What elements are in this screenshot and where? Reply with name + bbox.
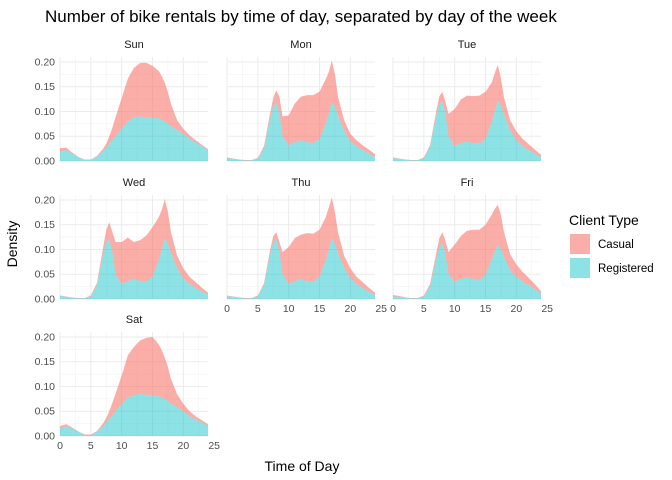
panel-strip-label: Sat (126, 314, 143, 326)
x-tick-label: 15 (147, 440, 159, 452)
x-tick-label: 5 (88, 440, 94, 452)
area-casual (60, 199, 208, 299)
x-tick-label: 20 (177, 440, 189, 452)
area-casual (227, 197, 375, 299)
y-tick-label: 0.15 (35, 81, 56, 93)
area-casual (393, 64, 541, 161)
panel-strip-label: Tue (458, 39, 477, 51)
panel-fri: Fri 0 5 10 15 20 25 (390, 177, 553, 315)
legend-swatch-registered (570, 258, 590, 278)
x-tick-label: 5 (421, 303, 427, 315)
area-registered (393, 243, 541, 299)
y-axis-title: Density (4, 221, 20, 268)
area-casual (227, 60, 375, 161)
y-tick-label: 0.20 (35, 194, 56, 206)
chart-title: Number of bike rentals by time of day, s… (45, 7, 557, 26)
x-tick-label: 20 (344, 303, 356, 315)
legend-label-casual: Casual (598, 239, 634, 251)
panel-sat: Sat 0.00 0.05 0.10 0.15 0.20 0 5 10 15 20 25 (35, 314, 221, 452)
y-tick-label: 0.10 (35, 106, 56, 118)
y-tick-label: 0.10 (35, 381, 56, 393)
panel-strip-label: Mon (290, 39, 311, 51)
legend-label-registered: Registered (598, 263, 654, 275)
panel-wed: Wed 0.00 0.05 0.10 0.15 0.20 (35, 177, 208, 306)
x-tick-label: 10 (283, 303, 295, 315)
panel-strip-label: Thu (292, 177, 311, 189)
y-tick-label: 0.05 (35, 406, 56, 418)
legend-swatch-casual (570, 234, 590, 254)
panel-thu: Thu 0 5 10 15 20 25 (224, 177, 387, 315)
area-casual (393, 204, 541, 299)
y-tick-label: 0.20 (35, 56, 56, 68)
x-tick-label: 0 (390, 303, 396, 315)
x-tick-label: 0 (224, 303, 230, 315)
panel-mon: Mon (226, 39, 375, 162)
y-tick-label: 0.00 (35, 431, 56, 443)
x-tick-label: 15 (314, 303, 326, 315)
facet-panels: Sun 0.00 0.05 0.10 0.15 0.20 Mon Tue Wed 0.00 0.05… (35, 39, 554, 452)
x-tick-label: 5 (255, 303, 261, 315)
area-casual (60, 337, 208, 435)
area-registered (227, 102, 375, 161)
y-tick-label: 0.00 (35, 294, 56, 306)
y-tick-label: 0.20 (35, 331, 56, 343)
x-tick-label: 20 (510, 303, 522, 315)
area-registered (227, 238, 375, 299)
y-tick-label: 0.15 (35, 356, 56, 368)
y-tick-label: 0.10 (35, 244, 56, 256)
area-casual (60, 62, 208, 160)
y-tick-label: 0.05 (35, 269, 56, 281)
legend-title: Client Type (569, 212, 639, 228)
panel-sun: Sun 0.00 0.05 0.10 0.15 0.20 (35, 39, 208, 168)
panel-strip-label: Fri (461, 177, 474, 189)
panel-tue: Tue (392, 39, 541, 162)
y-tick-label: 0.00 (35, 156, 56, 168)
x-tick-label: 0 (57, 440, 63, 452)
x-tick-label: 25 (208, 440, 220, 452)
x-tick-label: 15 (480, 303, 492, 315)
x-tick-label: 25 (541, 303, 553, 315)
area-registered (60, 116, 208, 161)
x-tick-label: 10 (449, 303, 461, 315)
panel-strip-label: Wed (123, 177, 145, 189)
area-registered (60, 238, 208, 299)
area-registered (393, 100, 541, 161)
y-tick-label: 0.15 (35, 219, 56, 231)
x-tick-label: 10 (116, 440, 128, 452)
y-tick-label: 0.05 (35, 131, 56, 143)
legend: Client Type Casual Registered (569, 212, 654, 278)
area-registered (60, 393, 208, 436)
x-axis-title: Time of Day (265, 458, 340, 474)
x-tick-label: 25 (375, 303, 387, 315)
panel-strip-label: Sun (124, 39, 144, 51)
